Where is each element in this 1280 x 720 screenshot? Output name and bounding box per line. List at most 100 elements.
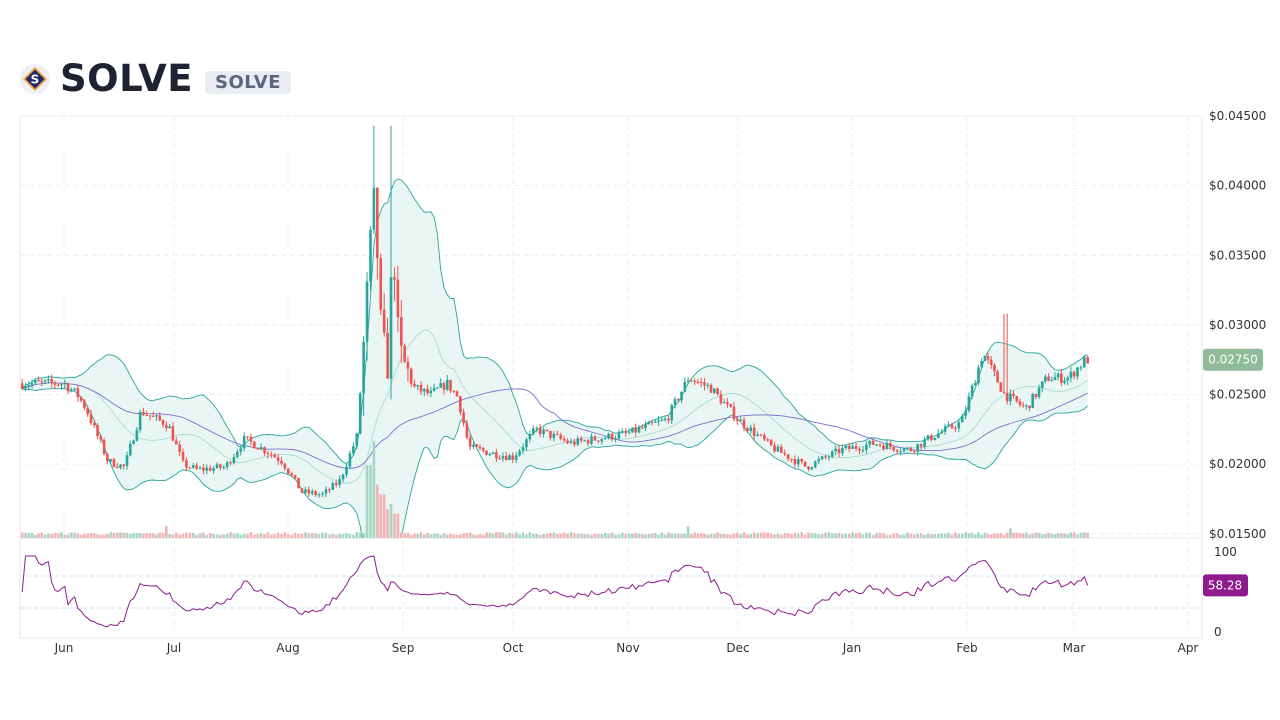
volume-bar: [352, 535, 355, 538]
volume-bar: [722, 533, 726, 538]
candle-body: [508, 455, 511, 460]
candle-body: [253, 441, 256, 449]
candle-body: [686, 380, 690, 382]
volume-bar: [690, 533, 693, 538]
volume-bar: [403, 533, 406, 538]
candle-body: [1044, 376, 1047, 382]
candle-body: [545, 429, 549, 431]
volume-bar: [358, 532, 362, 538]
candle-body: [432, 387, 436, 391]
volume-bar: [1056, 533, 1060, 538]
candle-body: [135, 429, 139, 441]
volume-bar: [776, 533, 780, 538]
candle-body: [610, 433, 614, 440]
volume-bar: [807, 532, 810, 538]
candle-body: [212, 468, 215, 471]
candle-body: [713, 388, 716, 393]
volume-bar: [376, 484, 379, 538]
volume-bar: [559, 533, 562, 538]
candle-body: [158, 415, 162, 421]
volume-bar: [1060, 533, 1063, 538]
candle-body: [790, 458, 793, 460]
candle-body: [314, 491, 317, 495]
volume-bar: [657, 534, 660, 538]
candle-body: [293, 475, 297, 478]
volume-bar: [307, 533, 311, 538]
volume-bar: [338, 533, 341, 538]
candle-body: [549, 430, 552, 438]
volume-bar: [756, 533, 759, 538]
candle-body: [696, 381, 700, 383]
candle-body: [586, 440, 590, 444]
volume-bar: [617, 534, 621, 538]
candle-body: [1072, 371, 1076, 377]
volume-bar: [195, 534, 198, 538]
candle-body: [977, 367, 980, 384]
candle-body: [1009, 393, 1012, 402]
volume-bar: [1037, 533, 1041, 538]
candle-body: [178, 444, 181, 452]
candle-body: [125, 455, 129, 466]
candle-body: [307, 489, 311, 494]
volume-bar: [129, 534, 132, 538]
volume-bar: [603, 532, 607, 538]
volume-bar: [719, 533, 723, 538]
candle-body: [683, 381, 687, 392]
volume-bar: [426, 532, 429, 538]
candle-body: [165, 424, 168, 429]
candle-body: [341, 474, 345, 480]
candle-body: [219, 464, 222, 468]
volume-bar: [1047, 532, 1050, 538]
candle-body: [60, 384, 63, 386]
candle-body: [239, 448, 243, 452]
volume-bar: [445, 534, 449, 538]
volume-bar: [416, 533, 420, 538]
candle-body: [66, 383, 70, 392]
candle-body: [749, 427, 753, 432]
volume-bar: [531, 533, 535, 538]
price-tick-label: $0.02500: [1209, 388, 1266, 402]
volume-bar: [837, 532, 841, 538]
volume-bar: [983, 532, 987, 538]
candle-body: [389, 277, 393, 379]
volume-bar: [40, 532, 44, 538]
volume-bar: [66, 534, 70, 538]
volume-bar: [1069, 532, 1073, 538]
volume-bar: [1086, 532, 1089, 538]
volume-bar: [1028, 534, 1031, 538]
volume-bar: [491, 533, 495, 538]
volume-bar: [786, 533, 790, 538]
candle-body: [334, 483, 338, 485]
volume-bar: [1082, 532, 1086, 538]
candle-body: [786, 454, 790, 459]
volume-bar: [834, 533, 837, 538]
volume-bar: [569, 532, 573, 538]
candle-body: [286, 468, 290, 474]
candle-body: [759, 434, 763, 436]
volume-bar: [185, 532, 188, 538]
volume-bar: [614, 534, 617, 538]
candle-body: [195, 465, 198, 469]
candle-body: [654, 421, 657, 423]
last-price-badge: [1203, 348, 1263, 371]
candle-body: [716, 388, 719, 395]
volume-bar: [735, 532, 739, 538]
candle-body: [841, 448, 844, 454]
candle-body: [409, 368, 413, 384]
volume-bar: [37, 533, 40, 538]
candle-body: [280, 460, 283, 464]
candle-body: [986, 355, 990, 360]
candle-body: [106, 454, 109, 462]
candle-body: [481, 448, 485, 451]
volume-bar: [1053, 534, 1057, 538]
volume-bar: [286, 534, 290, 538]
volume-bar: [542, 534, 545, 538]
candle-body: [706, 384, 710, 386]
volume-bar: [106, 533, 109, 538]
volume-bar: [933, 534, 937, 538]
volume-bar: [555, 533, 559, 538]
candle-body: [797, 459, 800, 465]
volume-bar: [314, 533, 317, 538]
volume-bar: [640, 534, 644, 538]
